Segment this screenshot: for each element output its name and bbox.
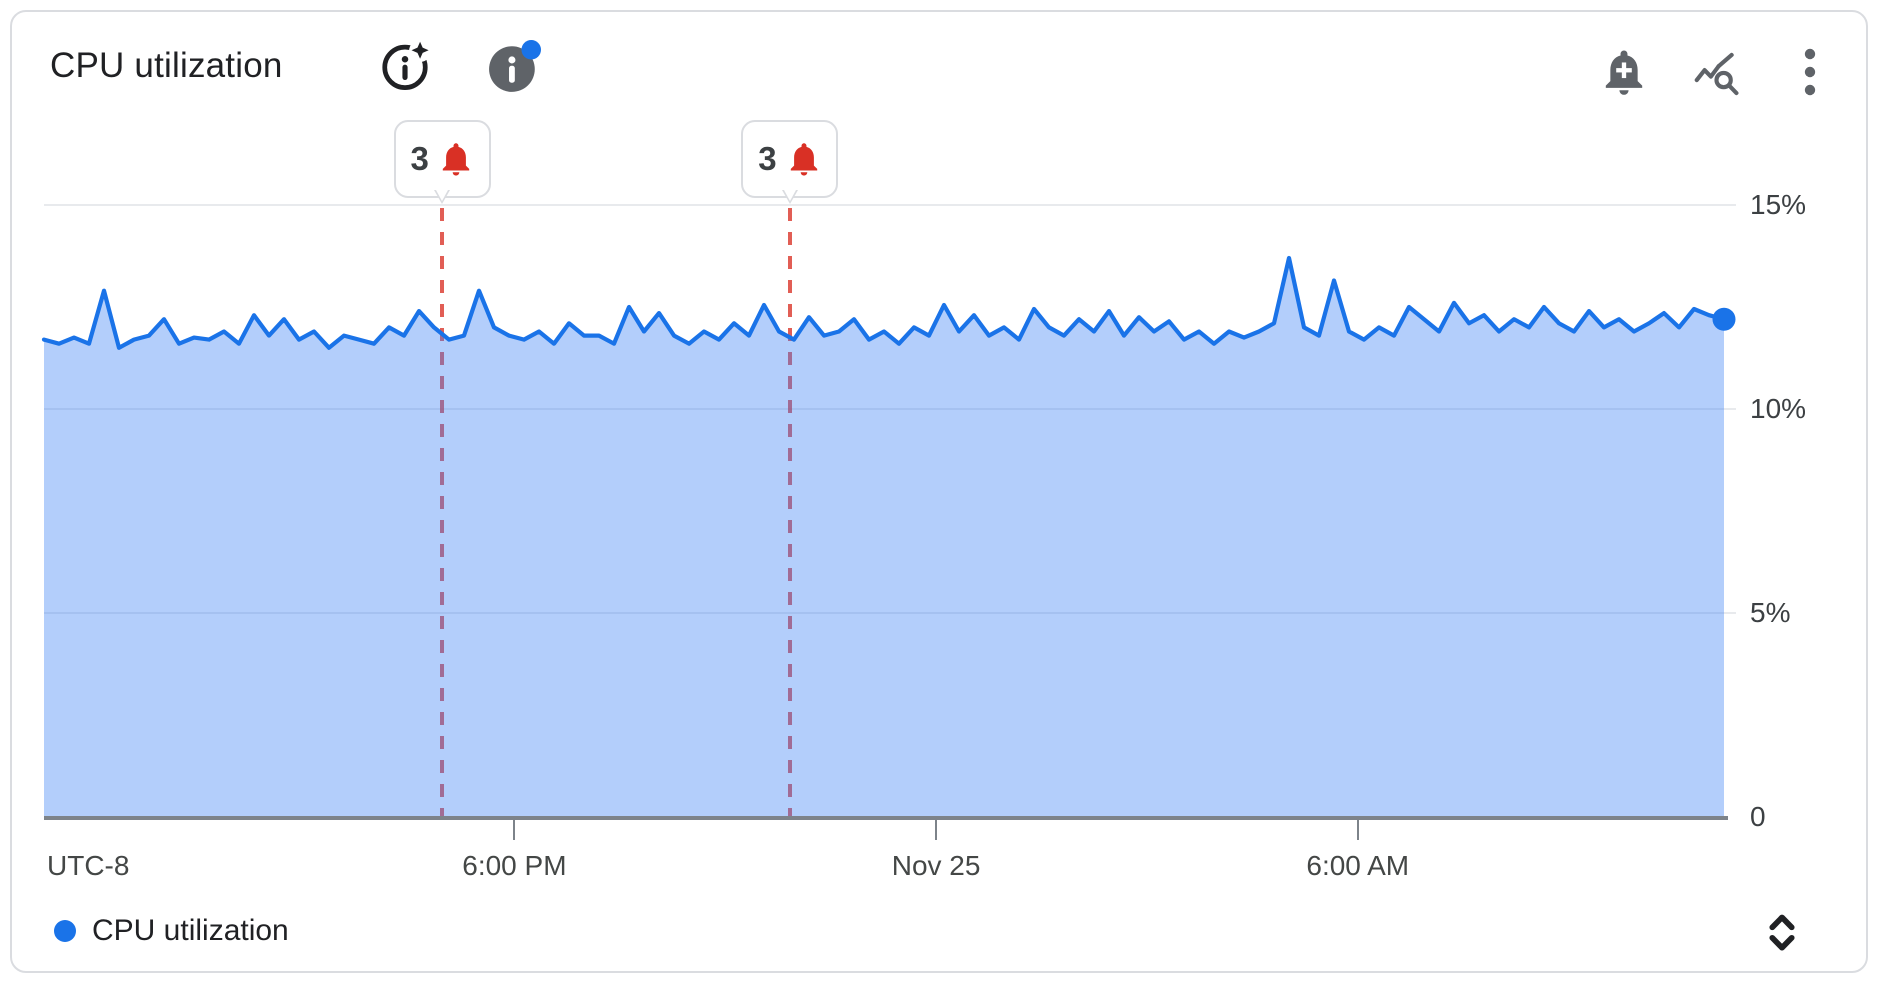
alert-bell-icon <box>442 143 470 176</box>
ai-info-icon[interactable] <box>378 39 432 93</box>
x-axis-tick <box>935 818 938 840</box>
alert-time-marker-line <box>440 208 445 817</box>
latest-value-dot <box>1712 307 1736 331</box>
alert-count: 3 <box>410 140 429 177</box>
info-icon[interactable] <box>486 40 542 94</box>
y-axis-label: 15% <box>1750 189 1807 220</box>
timezone-label: UTC-8 <box>47 850 130 881</box>
more-vert-icon[interactable] <box>1798 46 1822 98</box>
x-axis-label: 6:00 AM <box>1306 850 1410 881</box>
x-axis-label: 6:00 PM <box>462 850 567 881</box>
legend-series-label: CPU utilization <box>92 914 289 947</box>
alert-time-marker-line <box>787 208 792 817</box>
x-axis-tick <box>1356 818 1359 840</box>
alert-badge[interactable]: 3 <box>393 120 491 198</box>
alert-count: 3 <box>758 140 777 177</box>
gridline <box>44 612 1736 614</box>
add-alert-icon[interactable] <box>1598 46 1650 98</box>
series-area <box>44 258 1724 817</box>
y-axis-label: 0 <box>1750 801 1766 832</box>
chart-title: CPU utilization <box>50 46 283 85</box>
query-stats-icon[interactable] <box>1692 48 1744 100</box>
gridline <box>44 408 1736 410</box>
y-axis-label: 5% <box>1750 597 1791 628</box>
alert-badge[interactable]: 3 <box>741 120 839 198</box>
x-axis-line <box>44 816 1728 820</box>
series-line <box>41 255 1727 350</box>
alert-bell-icon <box>790 143 817 176</box>
notification-dot <box>521 40 541 60</box>
cpu-utilization-chart[interactable] <box>41 140 1736 817</box>
legend-series-dot <box>54 920 76 942</box>
x-axis-tick <box>513 818 516 840</box>
legend-item-cpu-utilization[interactable]: CPU utilization <box>54 914 289 948</box>
cpu-utilization-card: CPU utilization <box>10 10 1868 973</box>
unfold-more-icon[interactable] <box>1756 904 1808 962</box>
x-axis-label: Nov 25 <box>891 850 981 881</box>
y-axis-label: 10% <box>1750 393 1807 424</box>
gridline <box>44 204 1736 206</box>
